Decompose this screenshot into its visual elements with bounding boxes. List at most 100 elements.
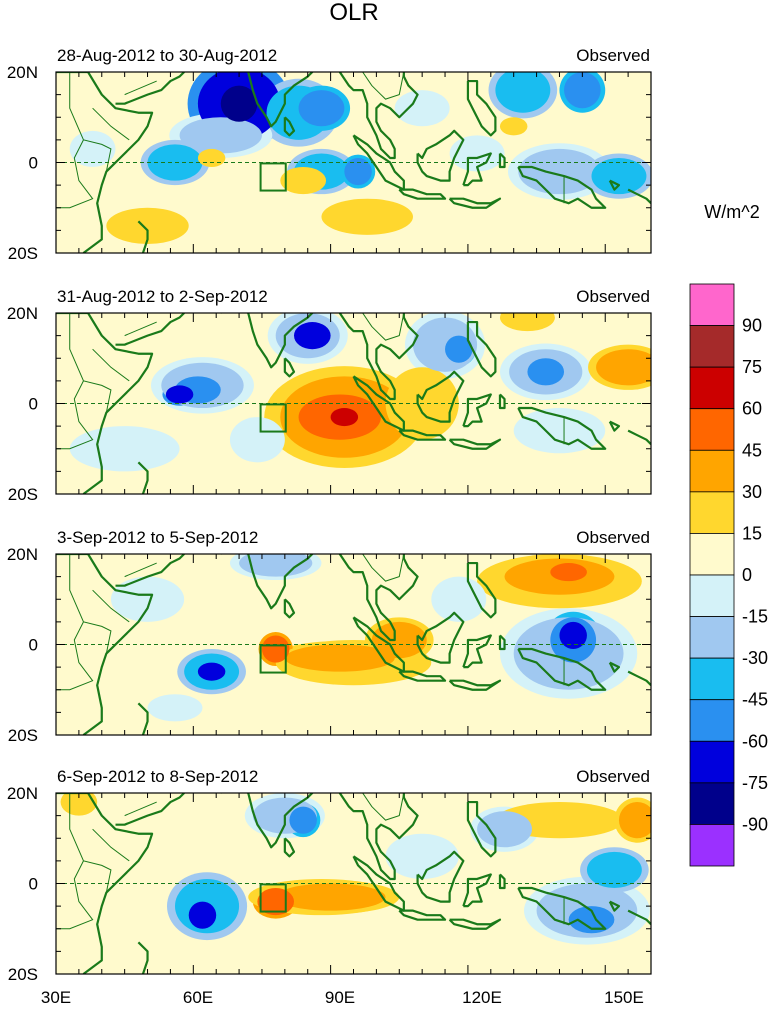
olr-anomaly-region [261,635,290,663]
coastline [466,800,497,858]
colorbar-swatch [689,574,735,617]
olr-anomaly-region [344,157,372,186]
country-border [56,380,94,450]
coastline [627,188,651,205]
colorbar-level-label: 0 [742,565,752,585]
lat-label: 20S [8,726,38,745]
coastline [608,179,621,191]
olr-anomaly-region [499,313,555,332]
olr-anomaly-region [188,901,217,929]
colorbar-swatch [689,616,735,659]
country-border [124,321,157,337]
olr-field [56,313,651,494]
lat-label: 0 [29,154,38,173]
coastline [448,197,502,209]
coastline [220,554,314,610]
lon-label-60e: 60E [183,988,213,1007]
coastlines [56,313,651,494]
colorbar-level-label: 30 [742,482,762,502]
colorbar-swatch [689,533,735,576]
coastline [283,116,296,137]
olr-anomaly-region [197,148,226,168]
lat-label: 0 [29,636,38,655]
olr-anomaly-region [179,117,262,154]
study-region-box [259,403,287,433]
lat-label: 20S [8,244,38,263]
olr-anomaly-region [321,198,413,235]
coastline [627,429,651,446]
country-border [69,554,112,654]
country-border [362,72,405,100]
colorbar-level-label: 60 [742,399,762,419]
olr-anomaly-region [385,833,459,879]
colorbar-level-label: -15 [742,607,768,627]
coastline [398,909,447,921]
olr-anomaly-region [165,385,194,404]
olr-anomaly-region [394,90,450,127]
colorbar-swatch [689,782,735,825]
lat-label: 20N [7,63,38,82]
coastline [115,793,185,826]
olr-field [56,554,651,735]
lat-label: 20N [7,545,38,564]
olr-anomaly-region [559,621,587,650]
olr-anomaly-region [298,90,345,127]
coastline [517,647,607,691]
coastline [398,429,447,441]
lat-label: 0 [29,395,38,414]
olr-anomaly-region [330,408,359,427]
country-border [92,348,130,382]
panel-date-range: 28-Aug-2012 to 30-Aug-2012 [57,46,277,65]
coastline [416,129,465,182]
colorbar-level-label: 45 [742,440,762,460]
coastline [466,320,497,378]
coastline [220,72,314,128]
figure-title: OLR [329,0,378,26]
olr-anomaly-region [591,157,647,195]
lat-label: 20S [8,965,38,984]
colorbar-labels: 90 75 60 45 30 15 0 -15 -30 -45 -60 -75 -90 [742,316,768,835]
colorbar-level-label: -45 [742,690,768,710]
colorbar: W/m^2 90 75 60 45 30 15 0 -15 -30 -45 -60 -75 -90 [689,202,768,867]
panel-date-range: 31-Aug-2012 to 2-Sep-2012 [57,287,268,306]
study-region-box [259,883,287,913]
colorbar-swatch [689,657,735,701]
map-panel: 20N 0 20S 31-Aug-2012 to 2-Sep-2012 Observed [7,287,652,504]
olr-anomaly-region [197,662,226,681]
olr-anomaly-region [586,851,642,889]
olr-anomaly-region [564,72,601,109]
olr-anomaly-region [229,417,285,463]
lon-label-30e: 30E [41,988,71,1007]
country-border [124,801,157,817]
coastline [398,670,447,682]
lat-label: 20N [7,304,38,323]
coastlines [56,793,651,974]
olr-anomaly-region [69,130,116,168]
coastline [448,679,502,691]
olr-anomaly-region [280,167,327,195]
country-border [362,313,405,341]
country-border [69,793,112,893]
olr-anomaly-region [477,811,532,848]
study-region-box [259,162,287,192]
country-border [69,72,112,172]
country-border [124,80,157,96]
olr-anomaly-region [106,207,189,244]
country-border [56,621,94,691]
olr-anomaly-region [499,117,528,136]
colorbar-level-label: -75 [742,773,768,793]
olr-field [56,72,651,253]
coastline [517,886,607,930]
coastline [466,561,497,619]
units-label: W/m^2 [704,202,759,222]
olr-anomaly-region [239,554,313,577]
colorbar-swatch [689,740,735,784]
colorbar-swatch [689,408,735,451]
panel-label-observed: Observed [576,287,650,306]
colorbar-level-label: -60 [742,731,768,751]
country-border [362,793,405,821]
coastline [627,909,651,926]
olr-anomaly-region [371,621,427,659]
coastline [283,357,296,378]
olr-anomaly-region [284,644,395,672]
